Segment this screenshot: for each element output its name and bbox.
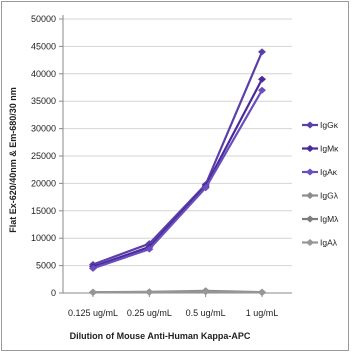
data-point bbox=[89, 264, 97, 272]
legend-marker bbox=[306, 215, 314, 223]
data-point bbox=[258, 75, 266, 83]
grid-lines bbox=[63, 18, 292, 267]
series-line bbox=[92, 78, 263, 268]
y-tick-labels: 0 5000 10000 15000 20000 25000 30000 35000 40000… bbox=[31, 14, 56, 298]
y-tick-label: 35000 bbox=[31, 96, 56, 106]
x-tick-label: 0.125 ug/mL bbox=[68, 308, 118, 318]
legend-marker bbox=[306, 192, 314, 199]
series-line bbox=[92, 290, 263, 294]
x-tick-labels: 0.125 ug/mL 0.25 ug/mL 0.5 ug/mL 1 ug/mL bbox=[68, 308, 278, 318]
series-line bbox=[92, 51, 264, 266]
y-tick-label: 5000 bbox=[36, 261, 56, 271]
legend-label: IgAκ bbox=[320, 167, 338, 177]
data-point bbox=[201, 184, 210, 192]
series-lines bbox=[89, 48, 266, 296]
legend-label: IgAλ bbox=[320, 238, 338, 248]
y-tick-label: 40000 bbox=[31, 69, 56, 79]
y-tick-label: 20000 bbox=[31, 178, 56, 188]
legend-marker bbox=[306, 121, 314, 129]
legend-label: IgGλ bbox=[320, 191, 339, 201]
legend-marker bbox=[306, 239, 314, 246]
legend-item: IgGλ bbox=[302, 191, 339, 201]
legend-item: IgAλ bbox=[302, 238, 338, 248]
legend: IgGκ IgMκ IgAκ IgGλ IgMλ IgAλ bbox=[302, 120, 339, 248]
data-point bbox=[258, 288, 266, 296]
legend-item: IgAκ bbox=[302, 167, 338, 177]
legend-label: IgMκ bbox=[320, 144, 339, 154]
y-tick-label: 25000 bbox=[31, 151, 56, 161]
legend-label: IgMλ bbox=[320, 214, 339, 224]
series-line bbox=[92, 89, 263, 270]
data-point bbox=[89, 288, 97, 296]
legend-marker bbox=[306, 145, 314, 152]
x-axis-title: Dilution of Mouse Anti-Human Kappa-APC bbox=[70, 331, 251, 341]
y-tick-label: 0 bbox=[51, 288, 56, 298]
y-tick-label: 30000 bbox=[31, 124, 56, 134]
legend-item: IgMλ bbox=[302, 214, 339, 224]
legend-item: IgMκ bbox=[302, 144, 339, 154]
x-tick-label: 0.5 ug/mL bbox=[186, 308, 226, 318]
y-tick-label: 10000 bbox=[31, 233, 56, 243]
x-tick-label: 1 ug/mL bbox=[246, 308, 279, 318]
legend-item: IgGκ bbox=[302, 120, 339, 130]
y-tick-label: 50000 bbox=[31, 14, 56, 24]
legend-label: IgGκ bbox=[320, 120, 339, 130]
x-tick-label: 0.25 ug/mL bbox=[127, 308, 172, 318]
data-point bbox=[258, 86, 266, 94]
data-point bbox=[145, 245, 154, 253]
y-tick-label: 45000 bbox=[31, 41, 56, 51]
y-tick-label: 15000 bbox=[31, 206, 56, 216]
data-point bbox=[201, 288, 210, 296]
data-point bbox=[258, 48, 266, 56]
y-axis-title: Flat Ex-620/40nm & Em-680/30 nm bbox=[8, 87, 18, 233]
data-point bbox=[145, 288, 154, 296]
legend-marker bbox=[306, 168, 314, 176]
